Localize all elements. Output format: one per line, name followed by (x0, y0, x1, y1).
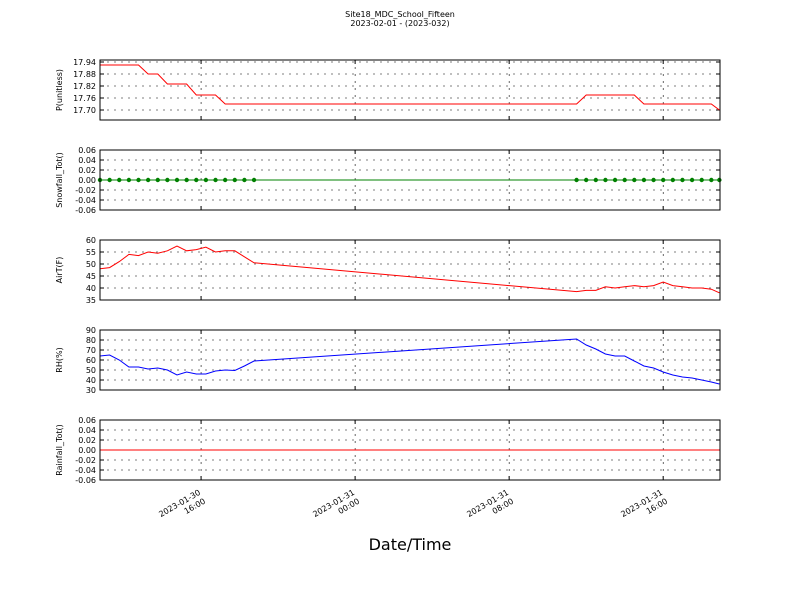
data-point (203, 177, 209, 183)
data-point (593, 177, 599, 183)
data-point (184, 177, 189, 183)
data-point (117, 177, 122, 183)
y-tick-label: 60 (86, 236, 96, 245)
y-tick-label: 50 (86, 366, 96, 375)
data-point (660, 177, 666, 183)
y-tick-label: -0.04 (75, 196, 96, 205)
plot-frame (99, 419, 721, 481)
data-point (213, 177, 218, 183)
y-tick-label: -0.06 (75, 206, 96, 215)
data-point (232, 177, 237, 183)
y-tick-label: 0.00 (78, 176, 96, 185)
y-axis-label: AirT(F) (55, 257, 64, 284)
y-tick-label: 17.94 (73, 58, 96, 67)
y-tick-label: 17.70 (73, 106, 96, 115)
y-tick-label: 40 (86, 376, 96, 385)
data-point (583, 177, 589, 183)
y-tick-label: 0.04 (78, 156, 96, 165)
data-point (155, 177, 160, 183)
data-point (126, 177, 132, 183)
y-tick-label: -0.04 (75, 466, 96, 475)
y-axis-label: Snowfall_Tot() (55, 152, 64, 208)
plot-frame (99, 149, 721, 211)
data-point (136, 177, 141, 183)
data-point (251, 177, 257, 183)
data-line (99, 245, 720, 294)
y-tick-label: -0.02 (75, 186, 96, 195)
data-point (222, 177, 228, 183)
plot-frame (99, 59, 721, 121)
data-point (107, 177, 112, 183)
y-axis-label: P(unitless) (55, 69, 64, 111)
data-point (641, 177, 647, 183)
data-point (622, 177, 627, 183)
data-point (689, 177, 695, 183)
y-tick-label: 0.06 (78, 146, 96, 155)
data-point (145, 177, 151, 183)
y-tick-label: 35 (86, 296, 96, 305)
y-tick-label: 0.04 (78, 426, 96, 435)
y-tick-label: 30 (86, 386, 96, 395)
chart-title: Site18_MDC_School_Fifteen (345, 10, 455, 19)
data-point (680, 177, 685, 183)
data-point (651, 177, 656, 183)
plot-frame (99, 329, 721, 391)
y-tick-label: 17.76 (73, 94, 96, 103)
plot-frame (99, 239, 721, 301)
data-point (174, 177, 180, 183)
y-tick-label: 70 (86, 346, 96, 355)
data-point (242, 177, 247, 183)
chart-subtitle: 2023-02-01 - (2023-032) (350, 19, 449, 28)
y-tick-label: 17.88 (73, 70, 96, 79)
y-tick-label: 0.02 (78, 166, 96, 175)
y-tick-label: 0.06 (78, 416, 96, 425)
y-tick-label: 50 (86, 260, 96, 269)
data-point (165, 177, 170, 183)
y-tick-label: 17.82 (73, 82, 96, 91)
data-line (100, 64, 720, 111)
y-tick-label: 80 (86, 336, 96, 345)
y-tick-label: 90 (86, 326, 96, 335)
data-point (699, 177, 704, 183)
y-tick-label: -0.06 (75, 476, 96, 485)
data-point (612, 177, 618, 183)
x-axis-label: Date/Time (369, 535, 452, 554)
data-point (670, 177, 676, 183)
data-point (717, 177, 722, 183)
y-axis-label: RH(%) (55, 347, 64, 372)
y-tick-label: 0.02 (78, 436, 96, 445)
data-point (194, 177, 199, 183)
data-point (574, 177, 579, 183)
y-tick-label: 45 (86, 272, 96, 281)
data-line (99, 338, 720, 385)
y-tick-label: -0.02 (75, 456, 96, 465)
data-point (603, 177, 608, 183)
data-point (632, 177, 637, 183)
data-point (709, 177, 714, 183)
y-axis-label: Rainfall_Tot() (55, 424, 64, 476)
y-tick-label: 0.00 (78, 446, 96, 455)
y-tick-label: 40 (86, 284, 96, 293)
y-tick-label: 55 (86, 248, 96, 257)
y-tick-label: 60 (86, 356, 96, 365)
